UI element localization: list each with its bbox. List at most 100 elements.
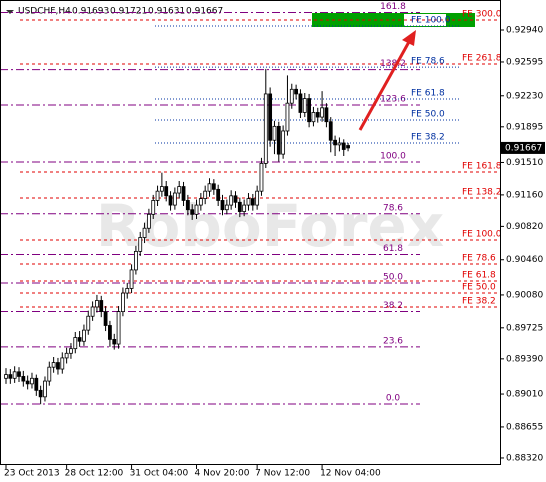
- candle-body: [129, 269, 134, 289]
- expansion-blue-label: FE 78.6: [411, 57, 445, 67]
- header-value: 0.91721: [110, 7, 147, 17]
- candle-body: [298, 93, 303, 113]
- candle-body: [242, 204, 247, 212]
- candle-body: [56, 362, 60, 370]
- expansion-red-label: FE 78.6: [462, 253, 496, 263]
- candle-body: [272, 125, 277, 141]
- candle-body: [211, 183, 216, 190]
- candle-body: [194, 204, 199, 215]
- retracement-label: 50.0: [383, 272, 403, 282]
- candle-body: [77, 337, 82, 342]
- candle-body: [289, 88, 294, 104]
- candle-body: [302, 98, 307, 113]
- menu-triangle: [6, 10, 14, 14]
- candle-body: [259, 162, 264, 192]
- y-tick-label: 0.89010: [506, 390, 543, 400]
- header-value: 0.91667: [186, 7, 223, 17]
- candle-body: [285, 102, 290, 132]
- candle-body: [73, 337, 78, 350]
- y-tick-label: 0.90820: [506, 222, 543, 232]
- candle-body: [320, 107, 324, 118]
- candle-body: [30, 377, 34, 385]
- candle-body: [315, 112, 320, 118]
- candle-body: [198, 198, 203, 206]
- candle-body: [333, 139, 337, 146]
- candle-body: [250, 198, 255, 206]
- candle-body: [185, 200, 190, 211]
- candle-body: [146, 213, 151, 229]
- candle-body: [17, 371, 21, 377]
- y-tick-label: 0.91895: [506, 122, 543, 132]
- current-price-box: [501, 141, 545, 154]
- candle-body: [346, 145, 350, 149]
- y-tick-label: 0.92940: [506, 26, 543, 36]
- candle-body: [86, 315, 91, 331]
- expansion-red-label: FE 61.8: [462, 270, 496, 280]
- candle-body: [12, 371, 17, 379]
- candle-body: [34, 377, 39, 391]
- y-tick-label: 0.90080: [506, 290, 543, 300]
- candle-body: [203, 190, 208, 199]
- candle-body: [82, 329, 86, 342]
- candle-body: [142, 227, 147, 238]
- candle-body: [255, 190, 260, 206]
- arrow: [358, 39, 412, 131]
- candle-body: [116, 311, 121, 345]
- x-tick-label: 4 Nov 20:00: [195, 469, 250, 479]
- candle-body: [220, 200, 225, 211]
- expansion-blue-label: FE 38.2: [411, 133, 445, 143]
- candle-body: [224, 204, 229, 211]
- expansion-blue-label: FE 61.8: [411, 89, 445, 99]
- candle-body: [51, 362, 56, 368]
- y-tick-label: 0.89725: [506, 323, 543, 333]
- candle-body: [328, 121, 333, 141]
- retracement-label: 100.0: [380, 152, 406, 162]
- retracement-label: 61.8: [383, 244, 403, 254]
- candle-body: [246, 198, 251, 206]
- y-tick-label: 0.90460: [506, 255, 543, 265]
- candle-body: [168, 195, 173, 206]
- candle-body: [103, 311, 108, 326]
- candle-body: [38, 389, 43, 398]
- expansion-blue-label: FE 50.0: [411, 110, 445, 120]
- candle-body: [133, 250, 138, 271]
- candle-body: [25, 380, 30, 385]
- x-tick-label: 23 Oct 2013: [4, 469, 60, 479]
- header-value: 0.91631: [148, 7, 185, 17]
- expansion-red-label: FE 161.8: [462, 162, 502, 172]
- retracement-label: 0.0: [386, 393, 401, 403]
- candle-body: [47, 366, 52, 382]
- candle-body: [190, 209, 195, 215]
- candle-body: [64, 352, 69, 359]
- candle-body: [237, 201, 242, 212]
- candle-body: [138, 237, 143, 252]
- frame: [0, 0, 501, 465]
- y-tick-label: 0.91510: [506, 158, 543, 168]
- candle-body: [43, 380, 47, 398]
- symbol: USDCHF,H4: [18, 7, 71, 17]
- candle-body: [268, 93, 273, 141]
- expansion-red-label: FE 100.0: [462, 230, 502, 240]
- candle-body: [4, 374, 8, 379]
- retracement-label: 23.6: [383, 336, 403, 346]
- candle-body: [216, 188, 221, 201]
- y-tick-label: 0.92595: [506, 57, 543, 67]
- candle-body: [155, 190, 160, 201]
- expansion-blue-label: FE 100.0: [411, 16, 451, 26]
- candle-body: [341, 142, 346, 150]
- expansion-red-label: FE 261.8: [462, 54, 502, 64]
- candle-body: [125, 288, 130, 294]
- retracement-label: 38.2: [383, 301, 403, 311]
- candle-body: [281, 130, 286, 155]
- arrow-head: [402, 30, 416, 46]
- candle-body: [181, 186, 186, 201]
- header-value: 0.91693: [72, 7, 109, 17]
- candle-body: [90, 306, 95, 317]
- candle-body: [21, 376, 26, 382]
- candle-body: [307, 98, 312, 123]
- candle-body: [69, 348, 73, 354]
- x-tick-label: 12 Nov 04:00: [320, 469, 381, 479]
- retracement-label: 161.8: [380, 2, 406, 12]
- candle-body: [8, 374, 13, 379]
